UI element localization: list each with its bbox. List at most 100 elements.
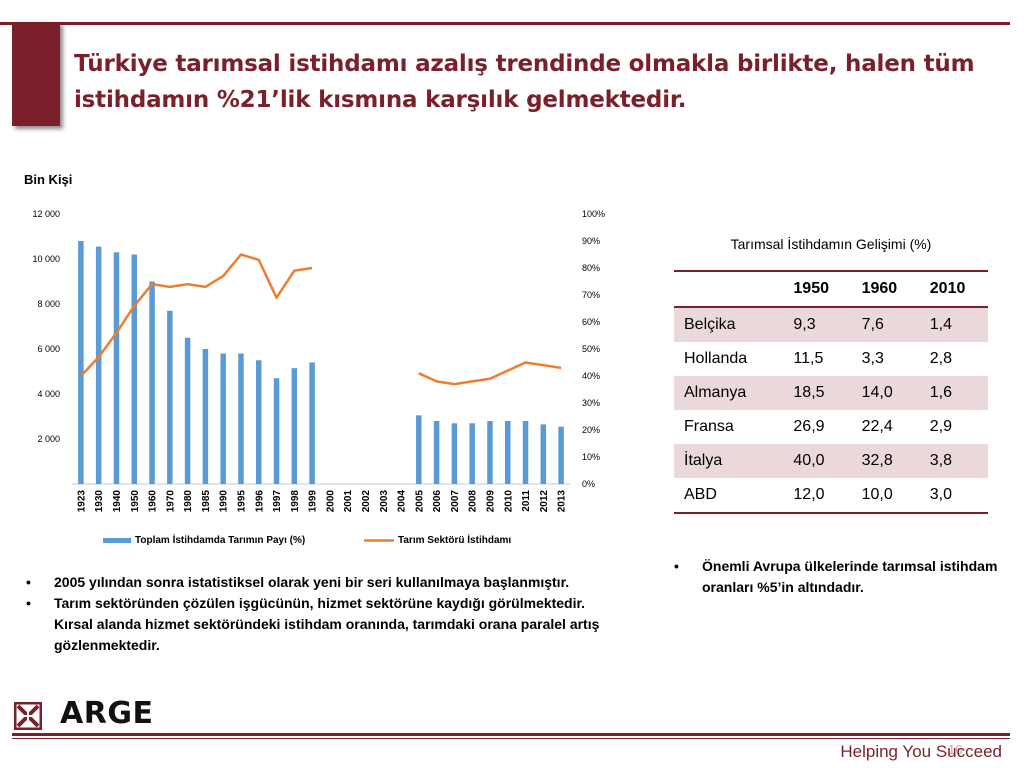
x-axis-tick: 2002: [361, 490, 372, 513]
table-row: Hollanda 11,5 3,3 2,8: [674, 342, 988, 376]
table-cell: 9,3: [783, 307, 852, 342]
bottom-rule-thin: [12, 738, 1010, 739]
x-axis-tick: 2001: [343, 490, 354, 513]
top-rule: [0, 22, 1010, 25]
legend-swatch-bar: [103, 538, 131, 543]
bar: [558, 426, 564, 484]
bar: [273, 378, 280, 484]
bar: [220, 353, 226, 484]
table-header-cell: 2010: [919, 270, 988, 308]
table-row: ABD 12,0 10,0 3,0: [674, 478, 988, 514]
table-cell: 1,4: [919, 307, 988, 342]
x-axis-tick: 1980: [183, 490, 194, 513]
table-cell: 18,5: [783, 376, 852, 410]
bar: [540, 424, 547, 484]
table-title: Tarımsal İstihdamın Gelişimi (%): [730, 236, 932, 252]
bar: [149, 281, 155, 484]
bar: [238, 353, 244, 484]
left-axis-tick: 12 000: [32, 209, 60, 219]
table-row: İtalya 40,0 32,8 3,8: [674, 444, 988, 478]
bar: [522, 421, 529, 484]
bar: [256, 360, 262, 484]
table-cell-country: Belçika: [674, 307, 784, 342]
right-axis-tick: 60%: [582, 317, 600, 327]
bar: [167, 310, 173, 484]
table-cell: 12,0: [783, 478, 852, 514]
page-number: 16: [948, 742, 963, 757]
table-row: Fransa 26,9 22,4 2,9: [674, 410, 988, 444]
bullet-item: Önemli Avrupa ülkelerinde tarımsal istih…: [670, 556, 1000, 598]
table-cell: 26,9: [793, 418, 825, 435]
bar: [95, 246, 102, 484]
x-axis-tick: 1996: [254, 490, 265, 513]
table-cell: 7,6: [851, 307, 920, 342]
bar: [131, 254, 137, 484]
table-cell: 1,6: [919, 376, 988, 410]
footer-tagline: Helping You Succeed: [840, 742, 1002, 761]
table-header-cell: 1960: [851, 270, 920, 308]
slide-title: Türkiye tarımsal istihdamı azalış trendi…: [74, 51, 975, 113]
bar: [113, 252, 120, 484]
arge-logo-icon: [14, 702, 42, 730]
x-axis-tick: 1999: [308, 490, 319, 513]
table-row: Almanya 18,5 14,0 1,6: [674, 376, 988, 410]
table-cell: 3,8: [919, 444, 988, 478]
line-series-segment: [79, 253, 313, 377]
table-cell-country: Fransa: [684, 418, 734, 435]
table-header-row: 1950 1960 2010: [674, 270, 988, 308]
right-axis-tick: 20%: [582, 425, 600, 435]
bar: [291, 368, 298, 484]
bar: [487, 421, 493, 484]
x-axis-tick: 1960: [148, 490, 159, 513]
x-axis-tick: 1970: [165, 490, 176, 513]
bar: [184, 337, 191, 484]
right-axis-tick: 10%: [582, 452, 600, 462]
title-accent-block: [12, 22, 60, 126]
x-axis-tick: 2004: [397, 490, 408, 513]
x-axis-tick: 2007: [450, 490, 461, 513]
x-axis-tick: 1998: [290, 490, 301, 513]
x-axis-tick: 1930: [94, 490, 105, 513]
right-axis-tick: 70%: [582, 290, 600, 300]
logo-text: ARGE: [60, 696, 154, 731]
table-header-cell: 1950: [783, 270, 852, 308]
left-axis-tick: 10 000: [32, 254, 60, 264]
x-axis-tick: 2008: [468, 490, 479, 513]
legend-label-line: Tarım Sektörü İstihdamı: [398, 533, 511, 546]
bar: [469, 423, 475, 484]
right-axis-tick: 30%: [582, 398, 600, 408]
agri-employment-table: 1950 1960 2010 Belçika 9,3 7,6 1,4 Holla…: [674, 270, 988, 514]
bar: [451, 423, 458, 484]
x-axis-tick: 1985: [201, 490, 212, 513]
x-axis-tick: 2011: [521, 490, 532, 512]
table-cell: 22,4: [861, 418, 893, 435]
right-axis-tick: 80%: [582, 263, 600, 273]
table-cell: 3,3: [861, 350, 884, 367]
bar: [505, 421, 511, 484]
x-axis-tick: 2005: [414, 490, 425, 513]
table-cell-country: Hollanda: [684, 350, 748, 367]
x-axis-tick: 2006: [432, 490, 443, 513]
table-cell: 40,0: [783, 444, 852, 478]
line-series-segment: [418, 361, 562, 386]
right-bullets: Önemli Avrupa ülkelerinde tarımsal istih…: [670, 556, 1000, 598]
x-axis-tick: 2013: [557, 490, 568, 513]
x-axis-tick: 1940: [112, 490, 123, 513]
table-cell: 2,8: [929, 350, 953, 367]
table-cell: 11,5: [793, 350, 824, 367]
employment-chart: 12 000 10 000 8 000 6 000 4 000 2 000 100% 90% 8…: [32, 209, 605, 546]
x-axis-tick: 1995: [237, 490, 248, 513]
bullet-item: 2005 yılından sonra istatistiksel olarak…: [22, 572, 622, 593]
legend-label-bar: Toplam İstihdamda Tarımın Payı (%): [135, 533, 305, 546]
table-header-cell: [674, 270, 784, 308]
table-cell-country: ABD: [674, 478, 784, 514]
x-axis-tick: 2012: [539, 490, 550, 513]
table-cell-country: İtalya: [674, 444, 784, 478]
x-axis-tick: 2009: [486, 490, 497, 513]
table-cell: 10,0: [851, 478, 920, 514]
bar: [202, 349, 209, 484]
table-cell: 2,9: [929, 418, 953, 435]
table-cell: 14,0: [851, 376, 920, 410]
right-axis-tick: 40%: [582, 371, 600, 381]
x-axis-tick: 2003: [379, 490, 390, 513]
